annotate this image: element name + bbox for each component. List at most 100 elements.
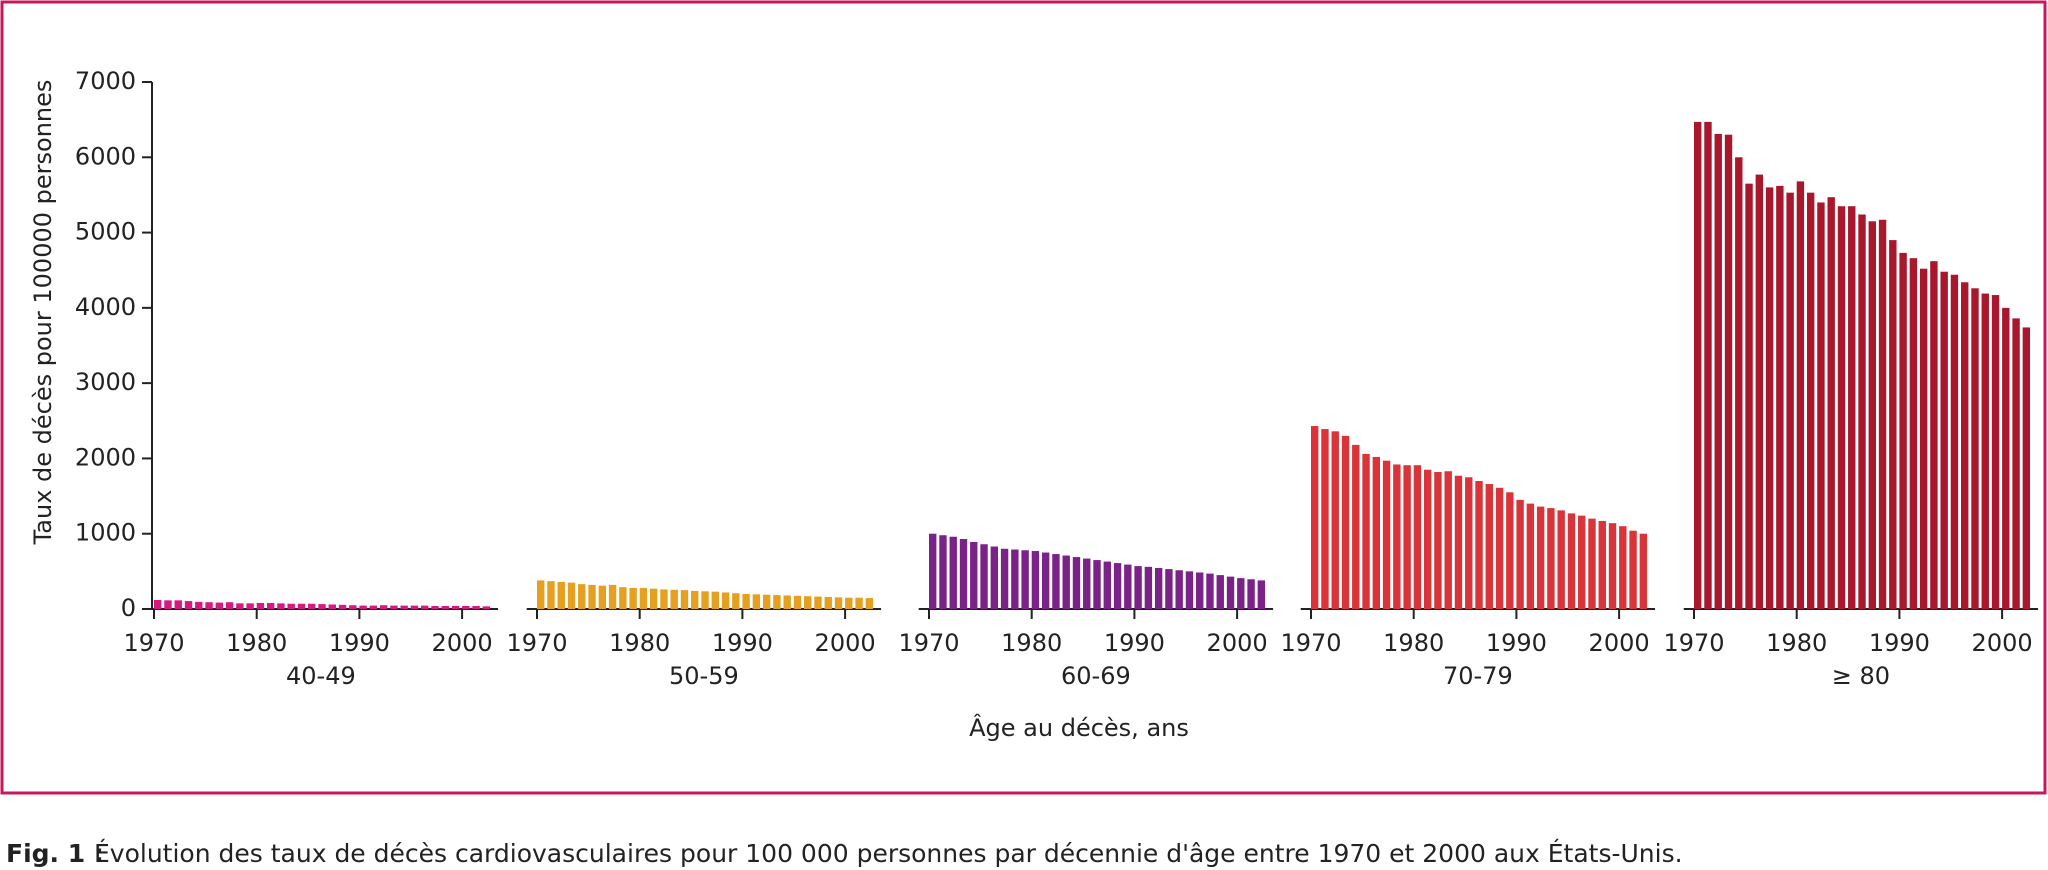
- bar: [980, 544, 988, 609]
- bar: [1536, 506, 1545, 609]
- x-tick-label: 1970: [506, 629, 567, 657]
- bar: [1093, 560, 1101, 609]
- x-tick-label: 1990: [329, 629, 390, 657]
- bar: [1516, 499, 1524, 609]
- bar: [939, 535, 947, 609]
- bar: [629, 587, 637, 609]
- bar: [1765, 187, 1774, 609]
- bar: [1961, 282, 1969, 609]
- x-tick-label: 1970: [1663, 629, 1724, 657]
- bar: [441, 605, 449, 609]
- y-tick-label: 6000: [75, 142, 136, 170]
- bar: [732, 593, 740, 609]
- bar: [793, 595, 802, 609]
- bar: [1331, 431, 1339, 609]
- bar: [949, 536, 957, 609]
- bar: [1382, 460, 1391, 609]
- bar: [1598, 520, 1606, 609]
- bar: [773, 595, 781, 609]
- bar: [1950, 274, 1959, 609]
- bar: [1393, 464, 1401, 609]
- bar: [1000, 548, 1009, 609]
- bar: [2012, 318, 2020, 609]
- bar: [1745, 183, 1753, 609]
- bar: [649, 588, 658, 609]
- bar: [246, 603, 254, 609]
- bar: [762, 594, 771, 609]
- bar: [1868, 221, 1876, 609]
- y-axis-label: Taux de décès pour 100000 personnes: [29, 80, 57, 546]
- bar: [308, 603, 316, 609]
- bar: [567, 582, 576, 609]
- bar: [266, 602, 275, 609]
- x-tick-label: 1980: [609, 629, 670, 657]
- x-tick-label: 2000: [432, 629, 493, 657]
- bar: [865, 598, 874, 609]
- bar: [1196, 572, 1204, 609]
- bar: [804, 596, 812, 609]
- bar: [557, 581, 565, 609]
- bar: [1247, 579, 1255, 609]
- bar: [1403, 465, 1411, 609]
- bar: [1889, 240, 1897, 609]
- bar: [256, 602, 265, 609]
- bar: [1899, 252, 1907, 610]
- bar: [390, 605, 398, 609]
- x-tick-label: 1990: [1869, 629, 1930, 657]
- bar: [1971, 288, 1979, 609]
- bar: [462, 605, 470, 609]
- bar: [1919, 268, 1928, 609]
- x-tick-label: 1990: [1104, 629, 1165, 657]
- x-tick-label: 1990: [712, 629, 773, 657]
- bar: [1185, 571, 1194, 609]
- bar: [1724, 134, 1733, 609]
- bar: [236, 603, 244, 609]
- bar: [410, 605, 419, 609]
- bar: [1991, 295, 2000, 609]
- bar: [670, 589, 678, 609]
- bar: [1237, 578, 1245, 609]
- bar: [154, 599, 162, 609]
- bar: [1909, 258, 1918, 609]
- bar: [855, 597, 863, 609]
- bar: [1041, 552, 1050, 609]
- bar: [1714, 133, 1722, 609]
- bar: [1940, 271, 1948, 609]
- bar: [691, 590, 699, 609]
- bar: [1776, 185, 1784, 609]
- bar: [845, 597, 853, 609]
- bar: [1495, 487, 1504, 609]
- bar: [742, 593, 750, 609]
- bar: [1878, 219, 1887, 609]
- bar: [1547, 508, 1555, 609]
- y-tick-label: 1000: [75, 519, 136, 547]
- bar: [1072, 557, 1081, 609]
- y-tick-label: 3000: [75, 368, 136, 396]
- x-tick-label: 2000: [815, 629, 876, 657]
- bar: [1311, 426, 1319, 609]
- bar: [1341, 435, 1350, 609]
- bar: [2002, 307, 2010, 609]
- bar: [1423, 469, 1432, 609]
- frame: [0, 0, 2047, 795]
- bar: [451, 605, 460, 609]
- bar: [1694, 121, 1702, 609]
- y-tick-label: 0: [121, 594, 136, 622]
- bar: [1206, 573, 1214, 609]
- bar: [1485, 484, 1493, 609]
- y-tick-label: 4000: [75, 293, 136, 321]
- caption-label: Fig. 1 :: [6, 839, 104, 868]
- bar: [328, 604, 336, 609]
- bar: [1216, 575, 1224, 609]
- bar: [1837, 206, 1846, 609]
- x-tick-label: 2000: [1972, 629, 2033, 657]
- bar: [1454, 475, 1463, 609]
- bar: [1704, 121, 1712, 609]
- bar: [225, 602, 234, 609]
- bar: [1578, 515, 1586, 609]
- bar: [215, 602, 224, 609]
- bar: [547, 581, 555, 609]
- bar: [1858, 214, 1866, 609]
